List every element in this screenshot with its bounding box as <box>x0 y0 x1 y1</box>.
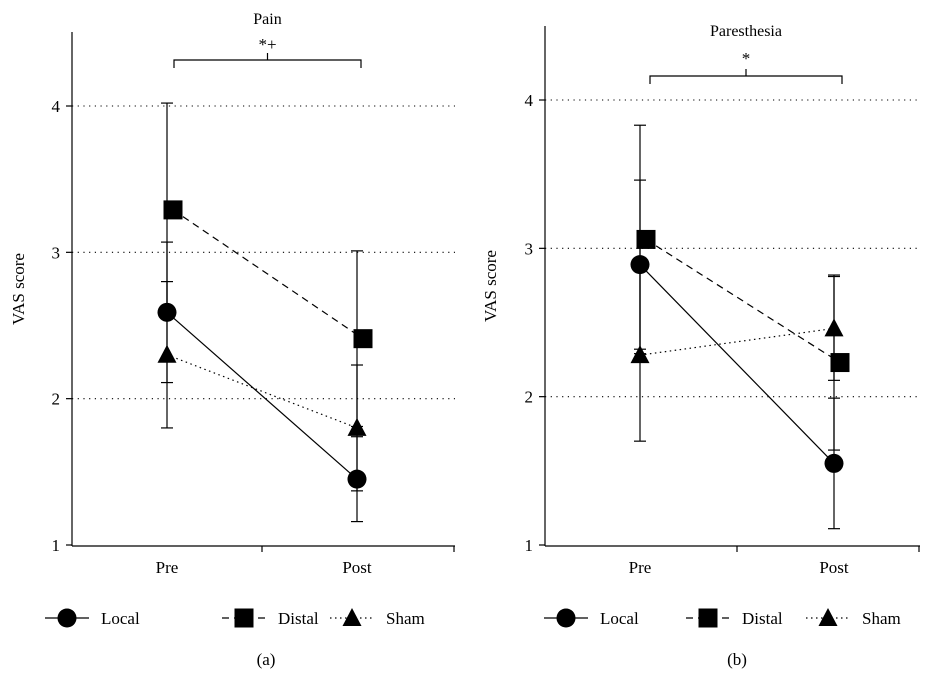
chart-title: Pain <box>253 11 281 28</box>
legend-marker-sham <box>818 608 838 626</box>
significance-bracket <box>649 69 843 84</box>
legend-marker-local <box>57 608 77 628</box>
legend-marker-distal <box>234 608 254 628</box>
chart-title: Paresthesia <box>710 23 782 40</box>
legend: Local Distal Sham <box>544 608 901 628</box>
legend-label-distal: Distal <box>278 609 319 628</box>
y-tick-label: 2 <box>52 390 61 409</box>
legend-label-distal: Distal <box>742 609 783 628</box>
panel-label: (a) <box>257 650 276 669</box>
legend-marker-distal <box>698 608 718 628</box>
y-tick-label: 4 <box>52 97 61 116</box>
y-tick-label: 3 <box>525 239 534 258</box>
series-line-sham <box>166 354 358 429</box>
series-line-distal <box>172 209 364 340</box>
y-axis-label: VAS score <box>481 250 500 322</box>
y-tick-label: 1 <box>525 536 534 555</box>
chart-panel-a: 1 2 3 4 Pre Post VAS score Pain *+ Local Distal Sha… <box>9 11 455 669</box>
data-point-local <box>824 453 844 473</box>
data-point-sham <box>824 318 844 337</box>
data-point-distal <box>163 200 183 220</box>
legend-marker-local <box>556 608 576 628</box>
chart-panel-b: 1 2 3 4 Pre Post VAS score Paresthesia * Local Dis… <box>481 23 920 669</box>
significance-bracket <box>173 53 362 68</box>
significance-label: *+ <box>258 35 276 54</box>
x-tick-label: Post <box>342 558 372 577</box>
data-point-sham <box>157 344 177 363</box>
legend-label-local: Local <box>101 609 140 628</box>
y-tick-label: 2 <box>525 388 534 407</box>
legend-label-sham: Sham <box>386 609 425 628</box>
series-line-distal <box>645 238 841 364</box>
x-tick-label: Post <box>819 558 849 577</box>
data-point-distal <box>636 229 656 249</box>
significance-label: * <box>742 49 751 68</box>
series-line-sham <box>639 327 835 356</box>
y-tick-label: 3 <box>52 243 61 262</box>
legend-label-sham: Sham <box>862 609 901 628</box>
data-point-sham <box>347 417 367 436</box>
x-tick-label: Pre <box>629 558 652 577</box>
y-axis-label: VAS score <box>9 253 28 325</box>
y-tick-label: 4 <box>525 91 534 110</box>
legend-label-local: Local <box>600 609 639 628</box>
series-line-local <box>639 264 835 464</box>
panel-label: (b) <box>727 650 747 669</box>
legend: Local Distal Sham <box>45 608 425 628</box>
y-tick-label: 1 <box>52 536 61 555</box>
series-line-local <box>166 311 358 480</box>
data-point-sham <box>630 345 650 364</box>
data-point-distal <box>830 353 850 373</box>
x-tick-label: Pre <box>156 558 179 577</box>
data-point-distal <box>353 329 373 349</box>
legend-marker-sham <box>342 608 362 626</box>
